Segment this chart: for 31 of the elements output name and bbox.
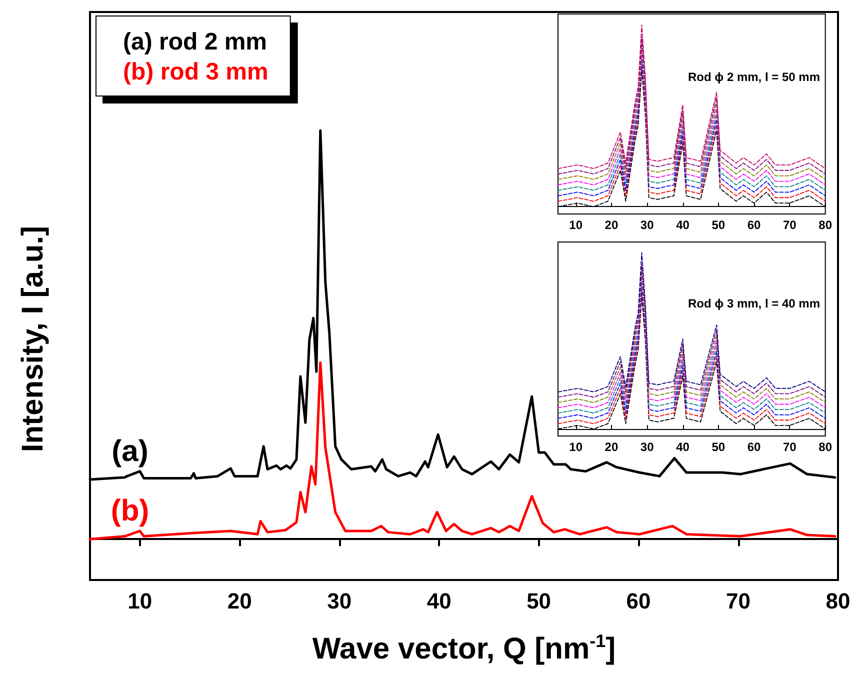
annotation: Rod ϕ 2 mm, l = 50 mm [688,70,820,84]
x-tick-label: 20 [604,440,618,454]
x-tick-label: 80 [826,588,850,614]
x-tick-label: 70 [783,218,797,232]
x-tick-label: 60 [747,440,762,454]
x-tick-label: 20 [227,588,252,614]
x-tick-label: 10 [569,218,583,232]
x-tick-label: 80 [818,218,832,232]
x-tick-label: 40 [676,440,690,454]
annotation: (b) [110,494,150,528]
text: (a) rod 2 mm [123,28,268,56]
annotation: (a) [112,434,148,468]
x-tick-label: 10 [128,588,152,614]
x-tick-label: 70 [783,440,797,454]
text: (b) rod 3 mm [123,58,268,86]
y-axis-title: Intensity, I [a.u.] [16,226,50,452]
x-tick-label: 60 [747,218,762,232]
x-tick-label: 30 [640,218,654,232]
x-tick-label: 60 [626,588,651,614]
x-tick-label: 50 [712,440,726,454]
x-tick-label: 20 [604,218,618,232]
x-tick-label: 50 [526,588,552,614]
x-tick-label: 70 [726,588,751,614]
x-tick-label: 30 [640,440,654,454]
x-tick-label: 80 [818,440,832,454]
x-tick-label: 40 [426,588,452,614]
x-tick-label: 40 [676,218,690,232]
x-tick-label: 30 [327,588,352,614]
annotation: Rod ϕ 3 mm, l = 40 mm [688,296,820,310]
x-tick-label: 50 [712,218,726,232]
x-tick-label: 10 [569,440,583,454]
